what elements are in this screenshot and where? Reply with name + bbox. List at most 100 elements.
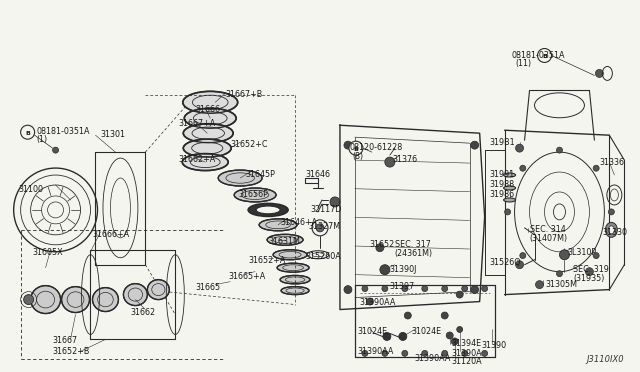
Ellipse shape	[234, 188, 276, 202]
Circle shape	[538, 48, 552, 62]
Ellipse shape	[277, 263, 309, 272]
Ellipse shape	[605, 222, 618, 237]
Text: 315260A: 315260A	[305, 252, 340, 261]
Text: 31390: 31390	[482, 341, 507, 350]
Circle shape	[609, 209, 614, 215]
Ellipse shape	[609, 226, 614, 234]
Text: 31667+B: 31667+B	[225, 90, 262, 99]
Text: 31666+A: 31666+A	[93, 230, 130, 239]
Circle shape	[344, 141, 352, 149]
Circle shape	[380, 265, 390, 275]
Text: 31631M: 31631M	[268, 237, 300, 246]
Text: B: B	[25, 131, 30, 136]
Text: 31646+A: 31646+A	[280, 218, 317, 227]
Text: 31390J: 31390J	[390, 265, 417, 274]
Text: 31667: 31667	[52, 336, 77, 346]
Text: 08181-0351A: 08181-0351A	[511, 51, 565, 60]
Text: 31666: 31666	[195, 105, 220, 114]
Ellipse shape	[183, 92, 237, 113]
Text: 31665+A: 31665+A	[228, 272, 266, 281]
Text: 31991: 31991	[490, 170, 515, 179]
Text: 31646: 31646	[305, 170, 330, 179]
Text: 31988: 31988	[490, 180, 515, 189]
Text: 31376: 31376	[393, 155, 418, 164]
Text: 31330: 31330	[602, 228, 627, 237]
Text: 32117D: 32117D	[310, 205, 341, 214]
Circle shape	[344, 286, 352, 294]
Text: 31336: 31336	[600, 158, 625, 167]
Circle shape	[442, 350, 448, 356]
Circle shape	[516, 144, 524, 152]
Circle shape	[457, 327, 463, 333]
Text: 31662: 31662	[131, 308, 156, 317]
Ellipse shape	[218, 170, 262, 186]
Circle shape	[382, 286, 388, 292]
Text: SEC. 317: SEC. 317	[395, 240, 431, 249]
Circle shape	[330, 197, 340, 207]
Ellipse shape	[61, 286, 90, 312]
Circle shape	[461, 350, 468, 356]
Circle shape	[349, 141, 363, 155]
Text: 31301: 31301	[100, 130, 125, 139]
Text: (8): (8)	[352, 152, 363, 161]
Ellipse shape	[281, 286, 309, 295]
Text: 31390AA: 31390AA	[415, 355, 451, 363]
Text: 31667+A: 31667+A	[179, 119, 216, 128]
Circle shape	[470, 141, 479, 149]
Circle shape	[557, 147, 563, 153]
Circle shape	[362, 286, 368, 292]
Ellipse shape	[504, 198, 516, 202]
Text: 31605X: 31605X	[33, 248, 63, 257]
Text: 31390AA: 31390AA	[358, 347, 394, 356]
Ellipse shape	[280, 275, 310, 284]
Text: 31024E: 31024E	[412, 327, 442, 336]
Circle shape	[586, 268, 593, 276]
Circle shape	[482, 286, 488, 292]
Ellipse shape	[256, 206, 280, 214]
Text: (31935): (31935)	[573, 274, 605, 283]
Text: 31652: 31652	[370, 240, 395, 249]
Circle shape	[520, 165, 526, 171]
Ellipse shape	[183, 139, 231, 157]
Text: 31327M: 31327M	[308, 222, 340, 231]
Circle shape	[482, 350, 488, 356]
Circle shape	[24, 295, 34, 305]
Circle shape	[593, 165, 599, 171]
Text: 08120-61228: 08120-61228	[350, 143, 403, 152]
Circle shape	[316, 224, 324, 232]
Text: (24361M): (24361M)	[395, 249, 433, 258]
Text: 31645P: 31645P	[245, 170, 275, 179]
Ellipse shape	[267, 234, 303, 245]
Circle shape	[383, 333, 391, 340]
Text: SEC. 314: SEC. 314	[529, 225, 565, 234]
Circle shape	[593, 253, 599, 259]
Text: SEC. 319: SEC. 319	[573, 265, 609, 274]
Text: 31397: 31397	[390, 282, 415, 291]
Text: 3L310P: 3L310P	[568, 248, 596, 257]
Circle shape	[559, 250, 570, 260]
Text: 31390AA: 31390AA	[360, 298, 396, 307]
Circle shape	[446, 332, 453, 339]
Circle shape	[520, 253, 526, 259]
Ellipse shape	[504, 186, 516, 190]
Text: (11): (11)	[516, 60, 532, 68]
Circle shape	[470, 286, 479, 294]
Text: 31526Q: 31526Q	[490, 258, 521, 267]
Ellipse shape	[248, 203, 288, 217]
Ellipse shape	[183, 124, 233, 143]
Ellipse shape	[31, 286, 61, 314]
Ellipse shape	[182, 154, 228, 170]
Text: 31662+A: 31662+A	[179, 155, 216, 164]
Circle shape	[52, 147, 59, 153]
Text: B: B	[353, 147, 358, 152]
Circle shape	[451, 338, 458, 345]
Ellipse shape	[259, 219, 297, 231]
Circle shape	[382, 350, 388, 356]
Text: J3110IX0: J3110IX0	[587, 355, 625, 364]
Circle shape	[366, 298, 373, 305]
Text: 31665: 31665	[195, 283, 220, 292]
Text: 31390A: 31390A	[452, 349, 483, 358]
Ellipse shape	[273, 250, 307, 260]
Circle shape	[456, 291, 463, 298]
Circle shape	[441, 312, 448, 319]
